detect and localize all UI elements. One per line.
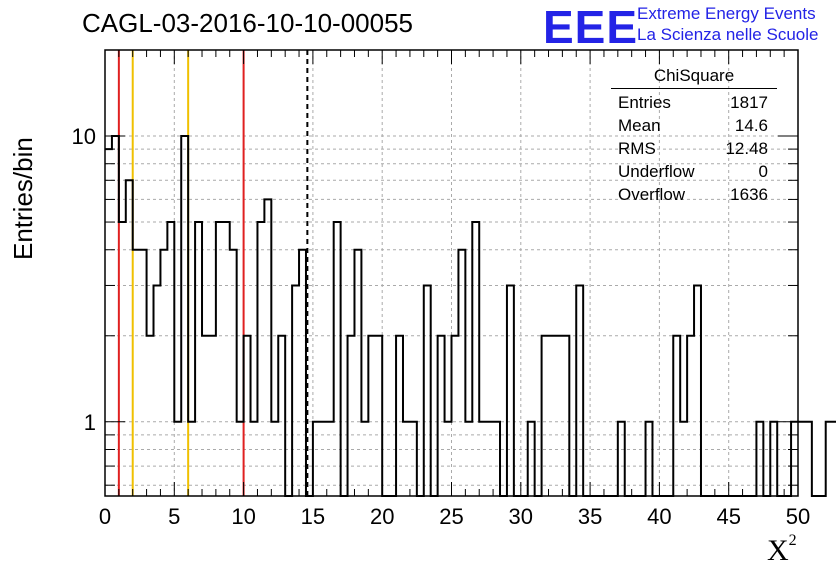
eee-logo: EEE [543, 1, 639, 53]
stats-label: Entries [618, 93, 671, 112]
x-tick-label: 50 [786, 504, 810, 529]
logo-line-2: La Scienza nelle Scuole [637, 25, 819, 44]
y-tick-label: 10 [72, 124, 96, 149]
x-tick-label: 15 [301, 504, 325, 529]
stats-row: Underflow 0 [611, 160, 777, 183]
x-tick-label: 30 [509, 504, 533, 529]
histogram-series [105, 135, 836, 497]
axis-ticks [104, 49, 799, 496]
run-title: CAGL-03-2016-10-10-00055 [82, 8, 413, 38]
x-tick-label: 45 [716, 504, 740, 529]
grid [105, 50, 798, 496]
x-tick-label: 0 [99, 504, 111, 529]
tick-labels: 0 5 10 15 20 25 30 35 40 45 50 1 10 [72, 124, 811, 529]
stats-row: Entries 1817 [611, 91, 777, 114]
stats-label: Mean [618, 116, 661, 135]
x-tick-label: 25 [439, 504, 463, 529]
y-axis-label: Entries/bin [8, 137, 38, 260]
x-tick-label: 5 [168, 504, 180, 529]
x-tick-label: 35 [578, 504, 602, 529]
stats-value: 1636 [730, 185, 768, 204]
logo-line-1: Extreme Energy Events [637, 4, 816, 23]
stats-value: 0 [758, 162, 768, 181]
stats-row: Overflow 1636 [611, 183, 777, 206]
x-axis-label: X2 [767, 532, 797, 567]
stats-value: 1817 [730, 93, 768, 112]
stats-label: Overflow [618, 185, 686, 204]
stats-title: ChiSquare [611, 66, 777, 89]
x-tick-label: 20 [370, 504, 394, 529]
x-tick-label: 40 [647, 504, 671, 529]
stats-box: ChiSquare Entries 1817 Mean 14.6 RMS 12.48 Und… [611, 66, 777, 206]
stats-value: 12.48 [725, 139, 768, 158]
stats-label: Underflow [618, 162, 695, 181]
histogram-line [105, 135, 836, 497]
x-tick-label: 10 [231, 504, 255, 529]
stats-value: 14.6 [734, 116, 768, 135]
y-tick-label: 1 [84, 410, 96, 435]
stats-row: Mean 14.6 [611, 114, 777, 137]
stats-label: RMS [618, 139, 656, 158]
stats-row: RMS 12.48 [611, 137, 777, 160]
